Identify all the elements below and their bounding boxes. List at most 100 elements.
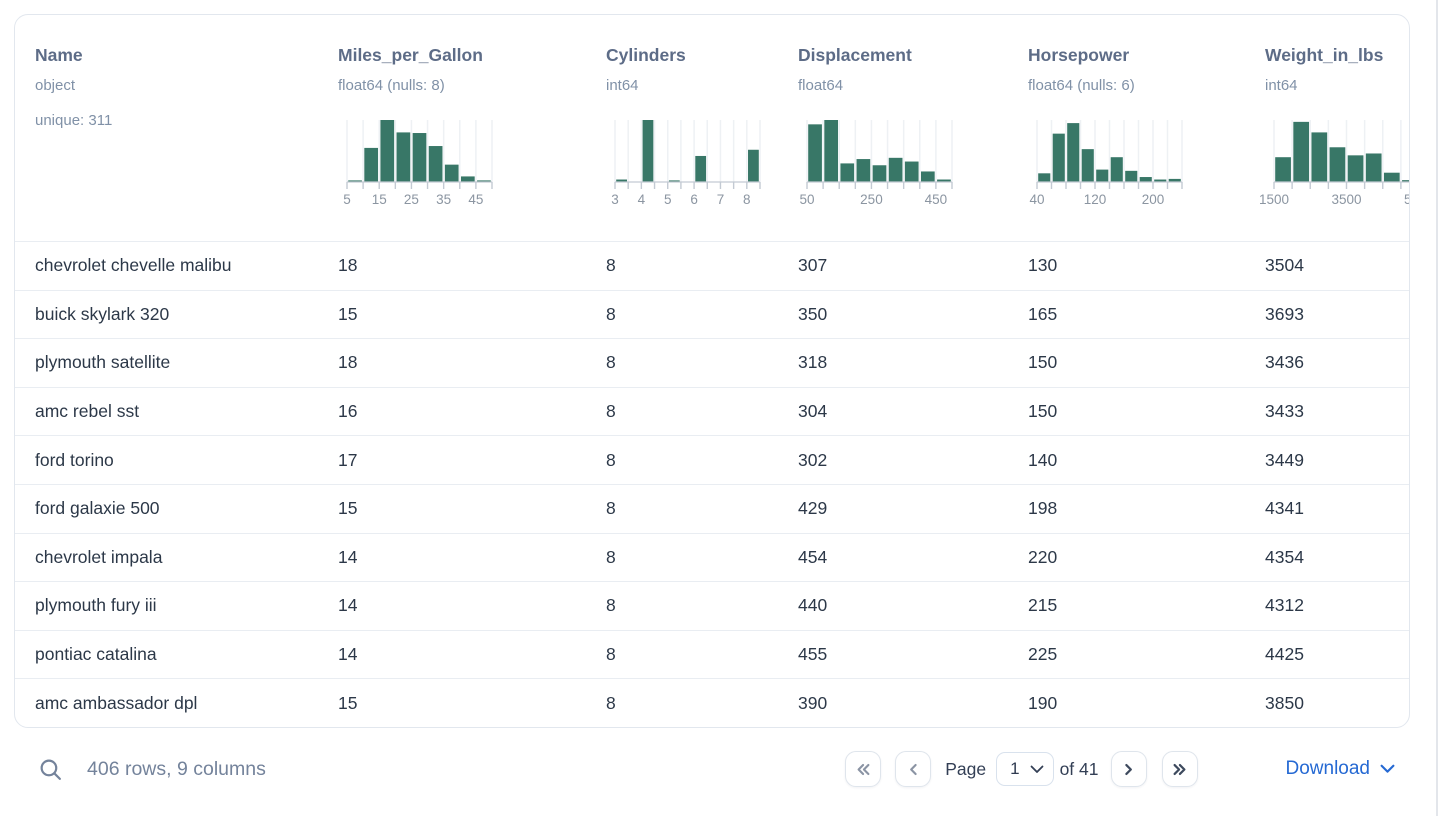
svg-text:450: 450 xyxy=(925,192,948,207)
column-dtype: float64 (nulls: 8) xyxy=(338,77,445,94)
table-row[interactable]: ford torino 17 8 302 140 3449 xyxy=(15,435,1409,484)
column-header-weight_in_lbs[interactable]: Weight_in_lbs int64 1500 3500 5500 xyxy=(1245,15,1410,241)
table-cell: 429 xyxy=(798,498,828,519)
column-header-miles_per_gallon[interactable]: Miles_per_Gallon float64 (nulls: 8) 5 15 25 3… xyxy=(318,15,586,241)
table-row[interactable]: amc rebel sst 16 8 304 150 3433 xyxy=(15,386,1409,436)
table-cell: 8 xyxy=(606,595,616,616)
previous-page-button[interactable] xyxy=(895,751,932,787)
chevron-down-icon xyxy=(1380,764,1395,774)
column-unique-count: unique: 311 xyxy=(35,112,113,129)
column-header-name[interactable]: Name object unique: 311 xyxy=(15,15,318,241)
page-count-label: of 41 xyxy=(1059,758,1099,779)
svg-text:200: 200 xyxy=(1142,192,1165,207)
table-cell: ford torino xyxy=(35,449,114,470)
column-header-cylinders[interactable]: Cylinders int64 3 4 5 6 7 8 xyxy=(586,15,778,241)
table-body: chevrolet chevelle malibu 18 8 307 130 3504 bu… xyxy=(15,241,1409,727)
svg-text:40: 40 xyxy=(1029,192,1044,207)
chevron-right-icon xyxy=(1120,761,1137,778)
table-cell: 4425 xyxy=(1265,644,1304,665)
table-cell: 4354 xyxy=(1265,546,1304,567)
table-cell: 16 xyxy=(338,401,358,422)
column-name: Cylinders xyxy=(606,45,686,65)
pagination: Page 1 of 41 xyxy=(845,751,1395,787)
table-row[interactable]: buick skylark 320 15 8 350 165 3693 xyxy=(15,289,1409,339)
table-cell: 15 xyxy=(338,692,358,713)
table-row[interactable]: chevrolet chevelle malibu 18 8 307 130 3504 xyxy=(15,241,1409,290)
column-header-displacement[interactable]: Displacement float64 50 250 450 xyxy=(778,15,1008,241)
table-footer: 406 rows, 9 columns Page 1 xyxy=(14,741,1410,797)
svg-text:45: 45 xyxy=(468,192,483,207)
column-histogram: 5 15 25 35 45 xyxy=(343,120,493,207)
column-histogram: 50 250 450 xyxy=(799,120,953,207)
table-cell: 8 xyxy=(606,546,616,567)
column-name: Horsepower xyxy=(1028,45,1130,65)
svg-text:1500: 1500 xyxy=(1259,192,1289,207)
table-cell: 3504 xyxy=(1265,255,1304,276)
row-column-summary: 406 rows, 9 columns xyxy=(87,757,266,780)
table-cell: 8 xyxy=(606,449,616,470)
svg-text:25: 25 xyxy=(404,192,419,207)
table-row[interactable]: pontiac catalina 14 8 455 225 4425 xyxy=(15,629,1409,679)
column-histogram: 1500 3500 5500 xyxy=(1259,120,1410,207)
svg-text:8: 8 xyxy=(743,192,751,207)
svg-text:3500: 3500 xyxy=(1331,192,1361,207)
table-cell: 17 xyxy=(338,449,358,470)
column-dtype: object xyxy=(35,77,76,94)
table-cell: 225 xyxy=(1028,644,1058,665)
table-cell: 454 xyxy=(798,546,828,567)
table-cell: 3449 xyxy=(1265,449,1304,470)
page-label: Page xyxy=(945,758,987,779)
table-cell: amc rebel sst xyxy=(35,401,140,422)
table-row[interactable]: plymouth fury iii 14 8 440 215 4312 xyxy=(15,581,1409,630)
table-cell: 15 xyxy=(338,498,358,519)
table-cell: pontiac catalina xyxy=(35,644,157,665)
double-chevron-right-icon xyxy=(1171,761,1188,778)
page-select[interactable]: 1 xyxy=(996,752,1054,786)
chevron-down-icon xyxy=(1030,765,1044,774)
column-name: Weight_in_lbs xyxy=(1265,45,1384,65)
chevron-left-icon xyxy=(905,761,922,778)
svg-text:5: 5 xyxy=(343,192,351,207)
table-cell: ford galaxie 500 xyxy=(35,498,160,519)
table-cell: 18 xyxy=(338,255,358,276)
table-cell: 304 xyxy=(798,401,828,422)
column-dtype: float64 (nulls: 6) xyxy=(1028,77,1135,94)
next-page-button[interactable] xyxy=(1110,751,1147,787)
table-cell: plymouth satellite xyxy=(35,352,171,373)
table-cell: 8 xyxy=(606,352,616,373)
table-cell: 130 xyxy=(1028,255,1058,276)
table-cell: 8 xyxy=(606,498,616,519)
column-name: Miles_per_Gallon xyxy=(338,45,483,65)
table-cell: chevrolet impala xyxy=(35,546,163,567)
table-cell: 14 xyxy=(338,546,358,567)
table-cell: buick skylark 320 xyxy=(35,303,170,324)
table-cell: plymouth fury iii xyxy=(35,595,157,616)
table-cell: 14 xyxy=(338,644,358,665)
download-button[interactable]: Download xyxy=(1286,758,1396,780)
table-cell: 220 xyxy=(1028,546,1058,567)
column-name: Name xyxy=(35,45,83,65)
first-page-button[interactable] xyxy=(845,751,882,787)
table-cell: 8 xyxy=(606,644,616,665)
svg-text:4: 4 xyxy=(638,192,646,207)
table-cell: 198 xyxy=(1028,498,1058,519)
column-header-horsepower[interactable]: Horsepower float64 (nulls: 6) 40 120 200 xyxy=(1008,15,1245,241)
table-cell: 8 xyxy=(606,401,616,422)
svg-text:6: 6 xyxy=(690,192,698,207)
table-cell: 3436 xyxy=(1265,352,1304,373)
table-cell: 8 xyxy=(606,255,616,276)
svg-text:3: 3 xyxy=(611,192,619,207)
table-row[interactable]: amc ambassador dpl 15 8 390 190 3850 xyxy=(15,678,1409,727)
table-cell: 440 xyxy=(798,595,828,616)
table-row[interactable]: plymouth satellite 18 8 318 150 3436 xyxy=(15,338,1409,387)
column-histogram: 40 120 200 xyxy=(1029,120,1183,207)
table-cell: 4312 xyxy=(1265,595,1304,616)
search-icon[interactable] xyxy=(38,757,63,782)
svg-text:5500: 5500 xyxy=(1404,192,1410,207)
last-page-button[interactable] xyxy=(1161,751,1198,787)
table-row[interactable]: ford galaxie 500 15 8 429 198 4341 xyxy=(15,483,1409,533)
table-row[interactable]: chevrolet impala 14 8 454 220 4354 xyxy=(15,532,1409,582)
svg-text:35: 35 xyxy=(436,192,451,207)
